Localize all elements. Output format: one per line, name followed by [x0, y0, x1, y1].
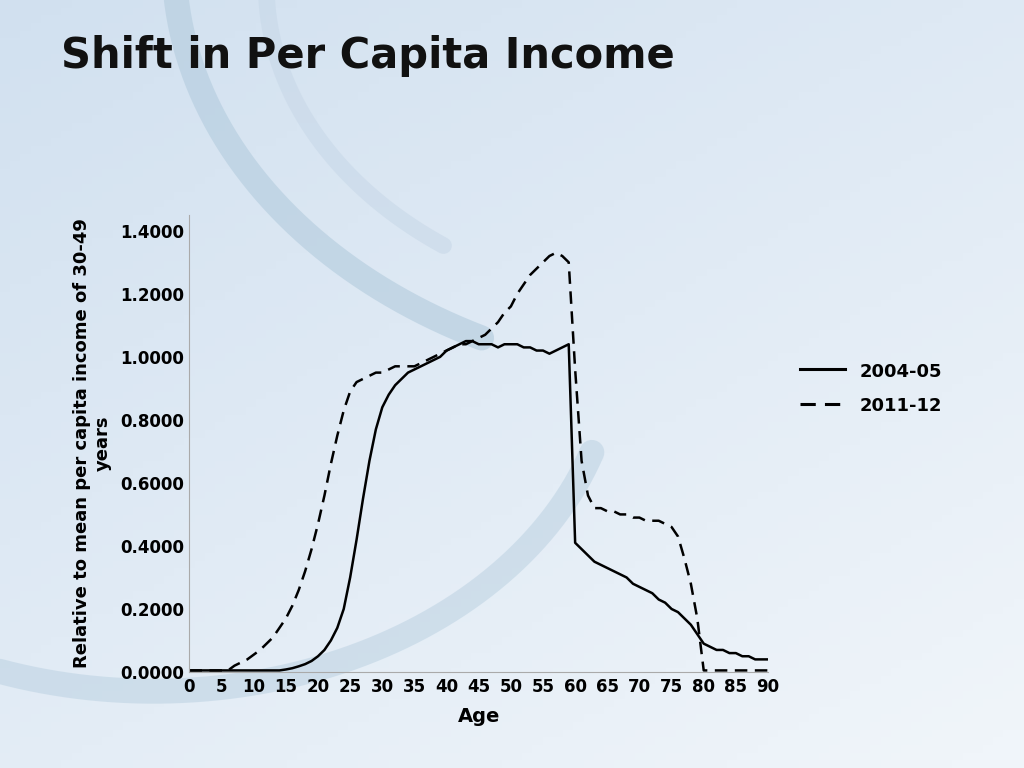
2004-05 — [678, 614, 690, 623]
Line: 2011-12: 2011-12 — [189, 253, 768, 670]
2011-12 — [762, 666, 774, 675]
2011-12 — [749, 666, 761, 675]
Y-axis label: Relative to mean per capita income of 30-49
years: Relative to mean per capita income of 30… — [73, 219, 112, 668]
2011-12 — [318, 491, 331, 500]
2004-05 — [183, 666, 196, 675]
2004-05 — [318, 645, 331, 654]
2011-12 — [183, 666, 196, 675]
X-axis label: Age: Age — [458, 707, 500, 726]
2011-12 — [678, 554, 690, 563]
2004-05 — [749, 655, 761, 664]
2004-05 — [460, 336, 472, 346]
2004-05 — [762, 655, 774, 664]
Line: 2004-05: 2004-05 — [189, 341, 768, 670]
Legend: 2004-05, 2011-12: 2004-05, 2011-12 — [800, 362, 942, 415]
2011-12 — [550, 248, 562, 257]
Text: Shift in Per Capita Income: Shift in Per Capita Income — [61, 35, 675, 77]
2004-05 — [254, 666, 266, 675]
2011-12 — [756, 666, 768, 675]
2011-12 — [254, 645, 266, 654]
2004-05 — [756, 655, 768, 664]
2011-12 — [331, 431, 343, 440]
2004-05 — [331, 624, 343, 633]
